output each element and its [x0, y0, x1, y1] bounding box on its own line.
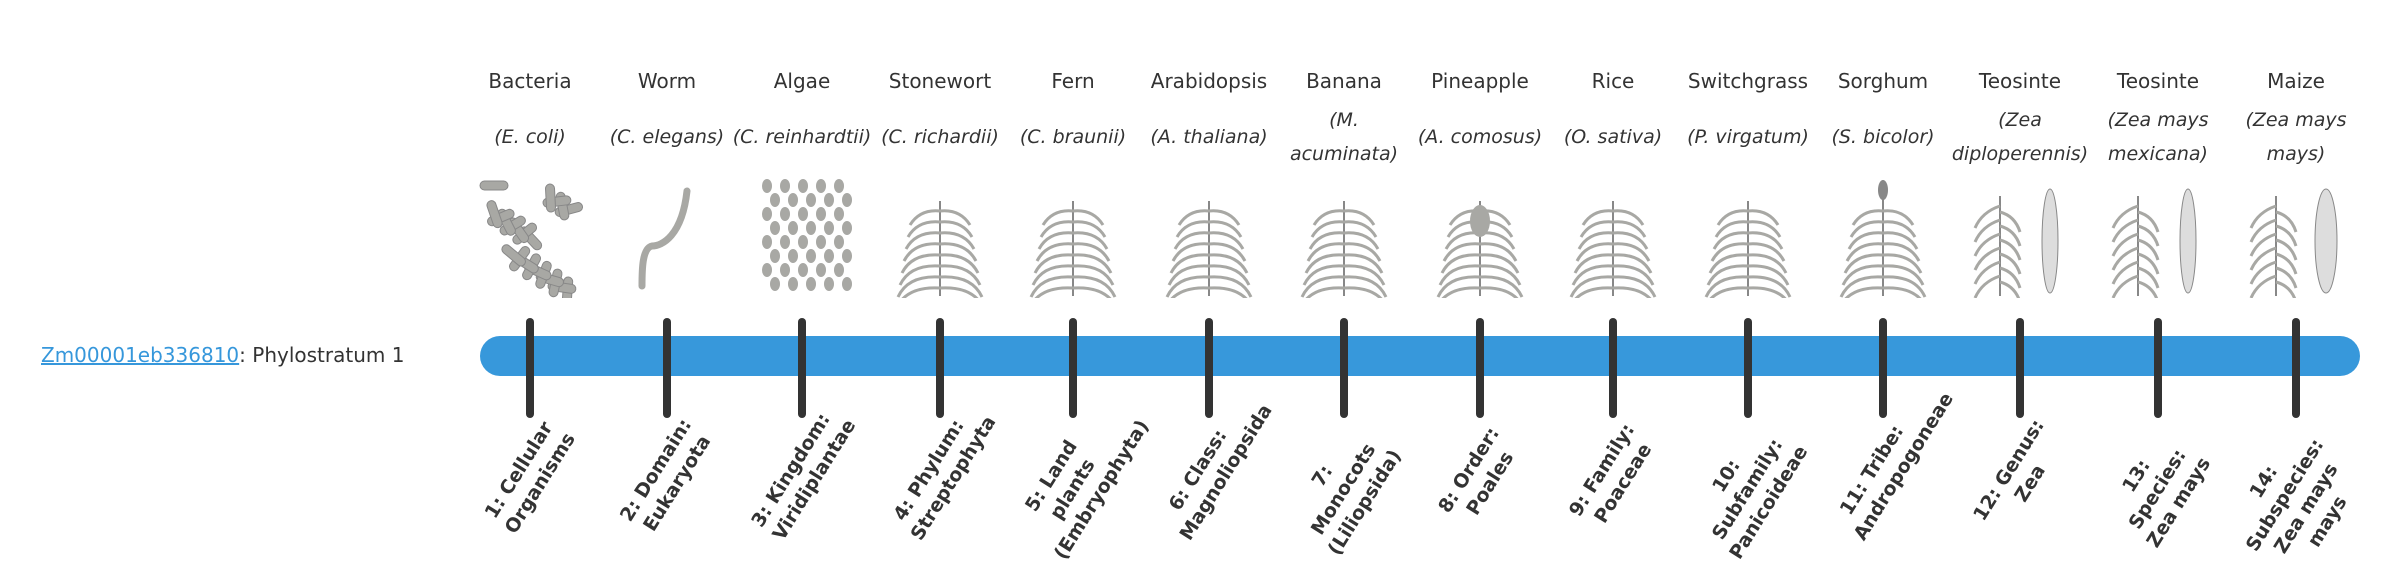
- worm-icon: [612, 176, 722, 298]
- organism-scientific-name: (S. bicolor): [1831, 126, 1935, 148]
- teosinte-icon: [1965, 176, 2075, 303]
- organism-column: Algae (C. reinhardtii): [732, 62, 872, 174]
- stratum-tick: [1205, 318, 1213, 418]
- organism-column: Switchgrass (P. virgatum): [1678, 62, 1818, 174]
- stratum-tick: [2016, 318, 2024, 418]
- organism-column: Rice (O. sativa): [1543, 62, 1683, 174]
- organism-column: Sorghum (S. bicolor): [1813, 62, 1953, 174]
- organism-column: Bacteria (E. coli): [460, 62, 600, 174]
- stratum-label: 8: Order: Poales: [1434, 423, 1519, 520]
- organism-column: Teosinte (Zea diploperennis): [1950, 62, 2090, 174]
- stratum-tick: [1609, 318, 1617, 418]
- stratum-label: 5: Land plants (Embryophyta): [1020, 416, 1154, 564]
- organism-scientific-name: (E. coli): [494, 126, 566, 148]
- organism-common-name: Switchgrass: [1687, 69, 1809, 93]
- bacteria-rods-icon: [475, 176, 585, 306]
- organism-scientific-name: (Zea diploperennis): [1951, 109, 2089, 165]
- stratum-label: 14: Subspecies: Zea mays mays: [2241, 434, 2352, 558]
- stratum-label: 2: Domain: Eukaryota: [615, 414, 716, 536]
- stratum-label: 4: Phylum: Streptophyta: [889, 412, 1001, 545]
- stratum-label: 12: Genus: Zea: [1969, 415, 2050, 525]
- organism-common-name: Maize: [2267, 69, 2325, 93]
- organism-common-name: Stonewort: [888, 69, 992, 93]
- arabidopsis-icon: [1154, 176, 1264, 310]
- organism-scientific-name: (Zea mays mexicana): [2107, 109, 2209, 165]
- stratum-label: 9: Family: Poaceae: [1564, 419, 1657, 528]
- pineapple-icon: [1425, 176, 1535, 310]
- sorghum-icon: [1828, 176, 1938, 310]
- organism-common-name: Bacteria: [488, 69, 572, 93]
- organism-common-name: Worm: [637, 69, 697, 93]
- organism-common-name: Teosinte: [2116, 69, 2200, 93]
- rice-icon: [1558, 176, 1668, 310]
- stratum-label: 1: Cellular Organisms: [480, 417, 580, 538]
- stratum-tick: [2154, 318, 2162, 418]
- fern-icon: [1018, 176, 1128, 310]
- stonewort-icon: [885, 176, 995, 310]
- organism-common-name: Teosinte: [1978, 69, 2062, 93]
- stratum-tick: [1879, 318, 1887, 418]
- maize-icon: [2241, 176, 2351, 303]
- organism-common-name: Rice: [1591, 69, 1635, 93]
- organism-scientific-name: (A. comosus): [1417, 126, 1543, 148]
- stratum-label: 6: Class: Magnoliopsida: [1164, 400, 1277, 545]
- organism-scientific-name: (O. sativa): [1563, 126, 1663, 148]
- organism-common-name: Algae: [773, 69, 831, 93]
- stratum-tick: [798, 318, 806, 418]
- stratum-tick: [1069, 318, 1077, 418]
- organism-common-name: Arabidopsis: [1150, 69, 1268, 93]
- stratum-tick: [1340, 318, 1348, 418]
- gene-id-link[interactable]: Zm00001eb336810: [41, 343, 240, 367]
- organism-scientific-name: (C. richardii): [881, 126, 999, 148]
- switchgrass-icon: [1693, 176, 1803, 310]
- organism-column: Pineapple (A. comosus): [1410, 62, 1550, 174]
- organism-scientific-name: (Zea mays mays): [2245, 109, 2347, 165]
- algae-cells-icon: [747, 176, 857, 298]
- organism-column: Teosinte (Zea mays mexicana): [2088, 62, 2228, 174]
- organism-scientific-name: (C. braunii): [1019, 126, 1127, 148]
- organism-scientific-name: (M. acuminata): [1289, 109, 1399, 165]
- stratum-tick: [526, 318, 534, 418]
- organism-scientific-name: (C. reinhardtii): [732, 126, 872, 148]
- organism-column: Fern (C. braunii): [1003, 62, 1143, 174]
- stratum-tick: [663, 318, 671, 418]
- organism-common-name: Fern: [1051, 69, 1095, 93]
- organism-scientific-name: (P. virgatum): [1687, 126, 1809, 148]
- organism-column: Stonewort (C. richardii): [870, 62, 1010, 174]
- organism-common-name: Sorghum: [1837, 69, 1929, 93]
- organism-column: Banana (M. acuminata): [1274, 62, 1414, 174]
- timeline-bar: [480, 336, 2360, 376]
- organism-scientific-name: (A. thaliana): [1150, 126, 1268, 148]
- organism-scientific-name: (C. elegans): [609, 126, 725, 148]
- organism-column: Worm (C. elegans): [597, 62, 737, 174]
- stratum-label: 3: Kingdom: Viridiplantae: [747, 409, 861, 545]
- stratum-label: 13: Species: Zea mays: [2118, 445, 2216, 552]
- stratum-label: 7: Monocots (Liliopsida): [1306, 439, 1406, 560]
- banana-plant-icon: [1289, 176, 1399, 310]
- stratum-tick: [2292, 318, 2300, 418]
- stratum-label: 11: Tribe: Andropogoneae: [1835, 388, 1958, 545]
- stratum-label: 10: Subfamily: Panicoideae: [1707, 434, 1813, 564]
- organism-column: Arabidopsis (A. thaliana): [1139, 62, 1279, 174]
- organism-common-name: Pineapple: [1431, 69, 1529, 93]
- stratum-tick: [1476, 318, 1484, 418]
- phylostratum-text: : Phylostratum 1: [239, 343, 405, 367]
- organism-common-name: Banana: [1306, 69, 1382, 93]
- organism-column: Maize (Zea mays mays): [2226, 62, 2366, 174]
- stratum-tick: [1744, 318, 1752, 418]
- teosinte-icon: [2103, 176, 2213, 303]
- stratum-tick: [936, 318, 944, 418]
- gene-label: Zm00001eb336810: Phylostratum 1: [41, 340, 404, 370]
